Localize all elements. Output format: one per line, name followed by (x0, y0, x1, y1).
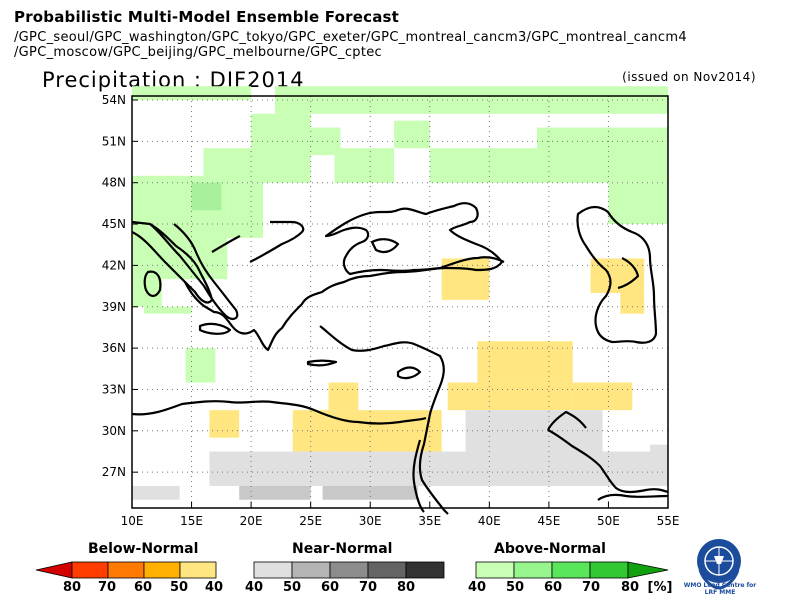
probability-cell (322, 485, 418, 500)
map-frame (131, 95, 669, 509)
forecast-header: Probabilistic Multi-Model Ensemble Forec… (14, 8, 400, 26)
probability-cell (132, 485, 180, 500)
legend-near-swatch (291, 561, 331, 579)
legend-above-tick: 50 (505, 580, 525, 595)
probability-cell (447, 382, 573, 411)
legend-below-tick: 60 (133, 580, 153, 595)
legend-near-tick: 70 (358, 580, 378, 595)
legend-above-swatch (551, 561, 591, 579)
probability-cell (465, 410, 603, 452)
legend-below-arrow (35, 561, 73, 579)
probability-cell (251, 113, 311, 149)
legend-near-swatch (367, 561, 407, 579)
probability-cell (620, 292, 645, 314)
probability-cell (477, 341, 573, 383)
latitude-label: 39N (102, 300, 126, 314)
longitude-label: 30E (359, 514, 382, 528)
legend-near-tick: 60 (320, 580, 340, 595)
map-gridlines (132, 96, 668, 508)
legend-above-arrow (627, 561, 669, 579)
legend-above-swatch (475, 561, 515, 579)
probability-cell (650, 444, 668, 466)
latitude-label: 30N (102, 424, 126, 438)
legend-near-tick: 40 (244, 580, 264, 595)
legend-below-swatch (179, 561, 217, 579)
legend-above-swatch (589, 561, 629, 579)
wmo-logo-text: WMO Lead Centre for LRF MME (683, 582, 757, 596)
longitude-label: 50E (597, 514, 620, 528)
legend-below-tick: 70 (97, 580, 117, 595)
probability-cell (608, 182, 668, 225)
probability-cell (185, 348, 216, 383)
longitude-label: 35E (418, 514, 441, 528)
probability-cell (274, 86, 668, 114)
longitude-label: 20E (240, 514, 263, 528)
legend-near-tick: 50 (282, 580, 302, 595)
latitude-label: 42N (102, 258, 126, 272)
longitude-label: 25E (299, 514, 322, 528)
legend-below-swatch (143, 561, 181, 579)
legend-above-label: Above-Normal (494, 541, 606, 557)
legend-above-tick: 80 (620, 580, 640, 595)
legend-near-tick: 80 (396, 580, 416, 595)
probability-cell (209, 451, 668, 486)
latitude-label: 51N (102, 134, 126, 148)
longitude-label: 15E (180, 514, 203, 528)
legend-below-tick: 80 (62, 580, 82, 595)
legend-below-tick: 50 (169, 580, 189, 595)
probability-cell (239, 485, 311, 500)
probability-cells (132, 86, 668, 500)
latitude-label: 45N (102, 217, 126, 231)
probability-cell (334, 148, 395, 183)
probability-cell (143, 306, 192, 314)
legend-below-swatch (107, 561, 145, 579)
longitude-label: 45E (537, 514, 560, 528)
probability-cell (572, 382, 633, 411)
legend-below-tick: 40 (204, 580, 224, 595)
latitude-label: 54N (102, 93, 126, 107)
coastlines (131, 202, 669, 515)
longitude-label: 10E (121, 514, 144, 528)
probability-cell (191, 182, 222, 211)
axis-labels: 10E 15E 20E 25E 30E 35E 40E 45E 50E 55E 54N 51N 48N 4… (102, 93, 680, 528)
legend-above-tick: 40 (467, 580, 487, 595)
model-list-line-2: /GPC_moscow/GPC_beijing/GPC_melbourne/GP… (14, 45, 382, 60)
probability-cell (227, 182, 264, 238)
probability-cell (328, 382, 359, 411)
legend-unit: [%] (647, 580, 673, 595)
legend-near-swatch (405, 561, 445, 579)
legend-near-label: Near-Normal (292, 541, 393, 557)
legend-below-label: Below-Normal (88, 541, 199, 557)
latitude-label: 36N (102, 341, 126, 355)
legend-above-swatch (513, 561, 553, 579)
probability-cell (209, 410, 240, 438)
wmo-logo-icon (697, 539, 741, 590)
latitude-label: 33N (102, 382, 126, 396)
latitude-label: 48N (102, 176, 126, 190)
probability-cell (394, 120, 430, 149)
probability-cell (132, 86, 252, 100)
legend-above-tick: 60 (543, 580, 563, 595)
probability-cell (429, 148, 668, 183)
legend-below-swatch (71, 561, 109, 579)
legend-near-swatch (329, 561, 369, 579)
latitude-label: 27N (102, 465, 126, 479)
longitude-label: 55E (657, 514, 680, 528)
longitude-label: 40E (478, 514, 501, 528)
model-list-line-1: /GPC_seoul/GPC_washington/GPC_tokyo/GPC_… (14, 30, 687, 45)
issued-date: (issued on Nov2014) (622, 70, 756, 84)
legend-above-tick: 70 (581, 580, 601, 595)
legend-near-swatch (253, 561, 293, 579)
